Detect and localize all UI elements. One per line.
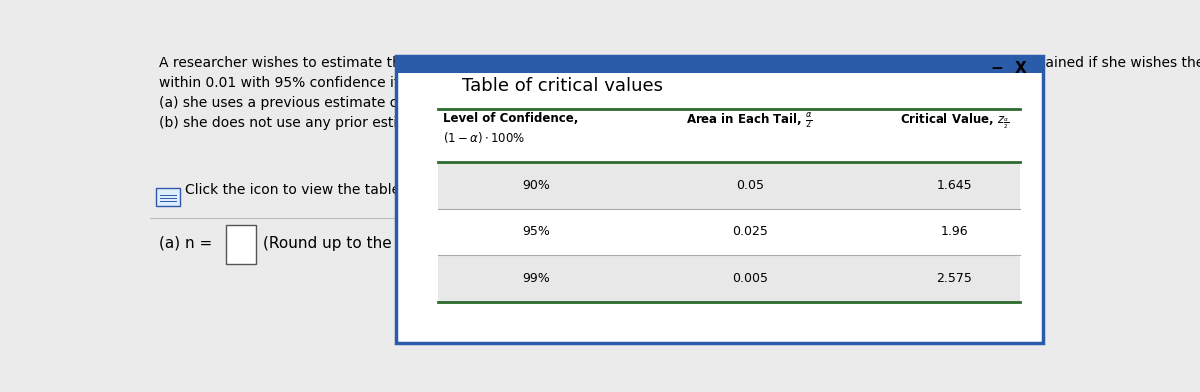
Bar xyxy=(438,255,1020,302)
Text: Level of Confidence,
$(1 - \alpha)\cdot100\%$: Level of Confidence, $(1 - \alpha)\cdot1… xyxy=(443,112,578,145)
Bar xyxy=(438,109,1020,162)
FancyBboxPatch shape xyxy=(396,56,1043,343)
Text: 90%: 90% xyxy=(522,179,550,192)
Text: 95%: 95% xyxy=(522,225,550,238)
Text: Area in Each Tail, $\frac{\alpha}{2}$: Area in Each Tail, $\frac{\alpha}{2}$ xyxy=(686,112,814,131)
Bar xyxy=(438,162,1020,209)
Text: 0.005: 0.005 xyxy=(732,272,768,285)
Bar xyxy=(396,56,1043,73)
Text: (a) n =: (a) n = xyxy=(160,236,212,251)
Text: X: X xyxy=(1015,61,1027,76)
Text: (Round up to the nearest integer.): (Round up to the nearest integer.) xyxy=(264,236,524,251)
Bar xyxy=(438,209,1020,255)
Text: 1.645: 1.645 xyxy=(937,179,972,192)
Text: Table of critical values: Table of critical values xyxy=(462,77,662,95)
Text: 99%: 99% xyxy=(522,272,550,285)
Text: 2.575: 2.575 xyxy=(936,272,972,285)
Text: A researcher wishes to estimate the proportion of adults who have high-speed Int: A researcher wishes to estimate the prop… xyxy=(160,56,1200,130)
Text: 0.025: 0.025 xyxy=(732,225,768,238)
FancyBboxPatch shape xyxy=(156,188,180,206)
Bar xyxy=(227,225,256,264)
Text: 0.05: 0.05 xyxy=(736,179,764,192)
Text: Click the icon to view the table of critical values.: Click the icon to view the table of crit… xyxy=(185,183,523,198)
Text: Critical Value, $z_{\frac{\alpha}{2}}$: Critical Value, $z_{\frac{\alpha}{2}}$ xyxy=(900,112,1009,131)
Text: 1.96: 1.96 xyxy=(941,225,968,238)
Text: −: − xyxy=(991,61,1003,76)
